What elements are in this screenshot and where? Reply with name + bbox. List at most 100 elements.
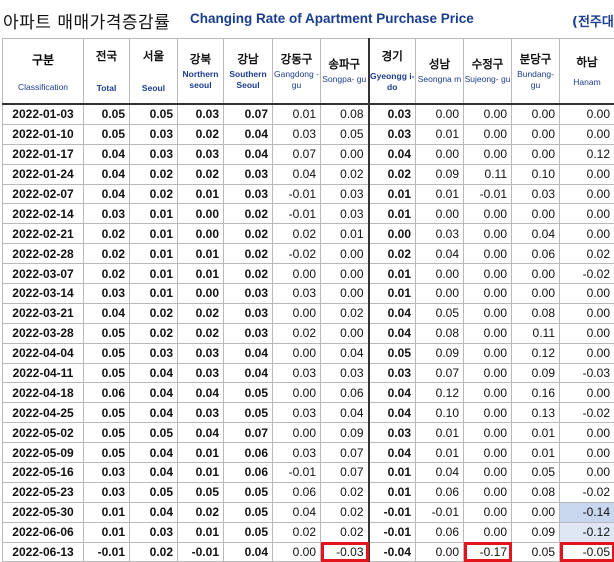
cell-seoul: 0.04 [130,463,178,483]
cell-bundang-gu: 0.00 [512,144,560,164]
cell-sujeong-gu: 0.11 [464,164,512,184]
cell-sujeong-gu: 0.00 [464,104,512,124]
price-change-table: 구분 Classification 전국 Total 서울 Seoul 강북 N… [2,38,614,562]
cell-sujeong-gu: 0.00 [464,284,512,304]
cell-sujeong-gu: 0.00 [464,502,512,522]
cell-southern-seoul: 0.02 [224,264,273,284]
cell-total: 0.02 [84,244,130,264]
cell-sujeong-gu: 0.00 [464,522,512,542]
cell-gyeonggi-do: 0.01 [369,463,416,483]
cell-total: 0.03 [84,463,130,483]
cell-date: 2022-01-03 [3,104,84,124]
cell-songpa-gu: 0.08 [321,104,369,124]
cell-southern-seoul: 0.05 [224,502,273,522]
cell-total: 0.04 [84,303,130,323]
cell-songpa-gu: 0.03 [321,204,369,224]
cell-sujeong-gu: 0.00 [464,264,512,284]
cell-hanam: 0.00 [560,164,614,184]
cell-sujeong-gu: 0.00 [464,144,512,164]
cell-gangdong-gu: 0.07 [273,144,321,164]
cell-date: 2022-01-17 [3,144,84,164]
cell-hanam: 0.00 [560,184,614,204]
cell-bundang-gu: 0.00 [512,502,560,522]
cell-sujeong-gu: 0.00 [464,463,512,483]
cell-gyeonggi-do: 0.03 [369,363,416,383]
title-english: Changing Rate of Apartment Purchase Pric… [190,11,474,26]
cell-date: 2022-03-21 [3,303,84,323]
cell-date: 2022-04-11 [3,363,84,383]
cell-sujeong-gu: 0.00 [464,303,512,323]
cell-total: 0.05 [84,443,130,463]
cell-songpa-gu: 0.04 [321,343,369,363]
cell-gangdong-gu: 0.03 [273,284,321,304]
cell-seongnam: 0.01 [416,124,464,144]
cell-bundang-gu: 0.13 [512,403,560,423]
cell-total: 0.05 [84,363,130,383]
header-bundang-gu: 분당구 Bundang- gu [512,39,560,105]
cell-bundang-gu: 0.00 [512,124,560,144]
cell-gangdong-gu: 0.00 [273,264,321,284]
cell-seoul: 0.05 [130,482,178,502]
cell-gangdong-gu: 0.04 [273,502,321,522]
cell-southern-seoul: 0.03 [224,284,273,304]
cell-date: 2022-01-24 [3,164,84,184]
cell-date: 2022-04-18 [3,383,84,403]
cell-hanam: 0.00 [560,463,614,483]
cell-southern-seoul: 0.03 [224,303,273,323]
cell-sujeong-gu: 0.00 [464,482,512,502]
cell-seoul: 0.04 [130,363,178,383]
cell-northern-seoul: 0.00 [178,284,224,304]
cell-songpa-gu: 0.04 [321,403,369,423]
cell-seongnam: 0.08 [416,323,464,343]
cell-songpa-gu: 0.02 [321,164,369,184]
cell-songpa-gu: 0.02 [321,482,369,502]
cell-gyeonggi-do: 0.03 [369,124,416,144]
cell-gangdong-gu: 0.03 [273,363,321,383]
cell-seoul: 0.01 [130,244,178,264]
cell-songpa-gu: 0.09 [321,423,369,443]
cell-northern-seoul: 0.02 [178,124,224,144]
cell-northern-seoul: 0.02 [178,502,224,522]
cell-date: 2022-01-10 [3,124,84,144]
cell-bundang-gu: 0.04 [512,224,560,244]
header-northern-seoul: 강북 Northern seoul [178,39,224,105]
cell-seoul: 0.02 [130,303,178,323]
cell-songpa-gu: 0.02 [321,502,369,522]
cell-seoul: 0.03 [130,343,178,363]
header-seongnam: 성남 Seongna m [416,39,464,105]
cell-northern-seoul: 0.03 [178,343,224,363]
unit-label: (전주대 [572,11,614,30]
cell-seongnam: 0.00 [416,264,464,284]
cell-total: 0.06 [84,383,130,403]
cell-bundang-gu: 0.05 [512,463,560,483]
cell-songpa-gu: 0.01 [321,224,369,244]
cell-bundang-gu: 0.00 [512,264,560,284]
cell-bundang-gu: 0.12 [512,343,560,363]
cell-hanam: -0.14 [560,502,614,522]
cell-hanam: 0.12 [560,144,614,164]
header-sujeong-gu: 수정구 Sujeong- gu [464,39,512,105]
cell-date: 2022-02-28 [3,244,84,264]
cell-hanam: 0.00 [560,204,614,224]
cell-seongnam: 0.00 [416,204,464,224]
cell-sujeong-gu: 0.00 [464,423,512,443]
header-total: 전국 Total [84,39,130,105]
cell-date: 2022-06-06 [3,522,84,542]
cell-songpa-gu: 0.00 [321,323,369,343]
cell-gangdong-gu: 0.00 [273,383,321,403]
cell-seoul: 0.04 [130,403,178,423]
cell-northern-seoul: 0.00 [178,204,224,224]
cell-gangdong-gu: -0.01 [273,463,321,483]
cell-northern-seoul: 0.04 [178,383,224,403]
cell-southern-seoul: 0.06 [224,443,273,463]
cell-gangdong-gu: 0.02 [273,323,321,343]
cell-gyeonggi-do: 0.04 [369,383,416,403]
header-hanam: 하남 Hanam [560,39,614,105]
